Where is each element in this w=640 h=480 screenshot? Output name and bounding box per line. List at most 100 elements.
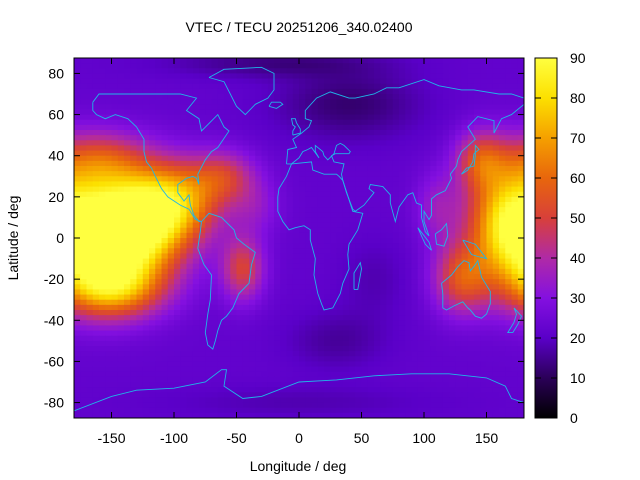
heatmap-cell [199,320,206,327]
heatmap-cell [167,412,175,418]
heatmap-cell [311,289,319,296]
heatmap-cell [442,160,450,167]
heatmap-cell [99,227,106,234]
heatmap-cell [342,335,350,342]
heatmap-cell [349,304,356,311]
heatmap-cell [111,94,119,100]
heatmap-cell [430,397,438,404]
heatmap-cell [74,109,81,116]
heatmap-cell [436,99,444,105]
heatmap-cell [280,227,288,234]
heatmap-cell [142,227,150,234]
heatmap-cell [480,73,488,80]
heatmap-cell [142,109,150,116]
heatmap-cell [505,376,513,383]
heatmap-cell [149,155,156,162]
heatmap-cell [355,181,363,188]
heatmap-cell [361,212,369,219]
heatmap-cell [380,376,388,383]
heatmap-cell [92,222,100,229]
heatmap-cell [436,268,444,275]
heatmap-cell [142,238,150,244]
heatmap-cell [317,124,325,131]
heatmap-cell [342,207,350,213]
heatmap-cell [311,376,319,383]
heatmap-cell [205,243,213,249]
heatmap-cell [386,166,394,172]
heatmap-cell [242,310,250,316]
heatmap-cell [74,99,81,105]
heatmap-cell [330,392,338,399]
heatmap-cell [211,263,219,270]
heatmap-cell [155,171,163,177]
heatmap-cell [449,382,456,388]
heatmap-cell [261,83,269,90]
heatmap-cell [355,258,363,265]
heatmap-cell [280,140,288,147]
heatmap-cell [392,382,400,388]
heatmap-cell [199,78,206,85]
heatmap-cell [517,335,524,342]
heatmap-cell [261,397,269,404]
heatmap-cell [442,366,450,373]
heatmap-cell [267,376,275,383]
heatmap-cell [436,140,444,147]
heatmap-cell [249,135,256,141]
heatmap-cell [274,130,281,136]
heatmap-cell [467,94,475,100]
heatmap-cell [405,63,413,69]
heatmap-cell [374,109,381,116]
heatmap-cell [230,340,238,347]
heatmap-cell [117,58,125,64]
heatmap-cell [86,376,94,383]
heatmap-cell [199,171,206,177]
heatmap-cell [180,212,188,219]
heatmap-cell [211,387,219,393]
heatmap-cell [224,140,231,147]
heatmap-cell [455,258,463,265]
heatmap-cell [224,160,231,167]
heatmap-cell [311,196,319,203]
heatmap-cell [205,88,213,95]
heatmap-cell [211,248,219,255]
heatmap-cell [242,346,250,352]
heatmap-cell [174,222,181,229]
heatmap-cell [192,412,200,418]
heatmap-cell [205,63,213,69]
heatmap-cell [249,392,256,399]
heatmap-cell [361,356,369,363]
heatmap-cell [117,407,125,414]
heatmap-cell [374,397,381,404]
heatmap-cell [411,135,419,141]
heatmap-cell [124,320,131,327]
heatmap-cell [205,166,213,172]
heatmap-cell [374,58,381,64]
heatmap-cell [374,227,381,234]
heatmap-cell [136,340,144,347]
heatmap-cell [255,207,263,213]
heatmap-cell [411,58,419,64]
heatmap-cell [217,191,225,198]
heatmap-cell [155,382,163,388]
heatmap-cell [467,145,475,152]
heatmap-cell [436,382,444,388]
heatmap-cell [242,279,250,285]
heatmap-cell [274,83,281,90]
heatmap-cell [242,274,250,280]
heatmap-cell [367,217,375,224]
heatmap-cell [261,181,269,188]
heatmap-cell [74,294,81,301]
heatmap-cell [474,392,481,399]
heatmap-cell [280,284,288,291]
heatmap-cell [330,109,338,116]
heatmap-cell [380,346,388,352]
heatmap-cell [511,130,519,136]
heatmap-cell [192,402,200,409]
heatmap-cell [505,222,513,229]
heatmap-cell [449,130,456,136]
heatmap-cell [411,140,419,147]
heatmap-cell [455,279,463,285]
heatmap-cell [124,361,131,368]
heatmap-cell [336,68,344,75]
heatmap-cell [380,186,388,193]
